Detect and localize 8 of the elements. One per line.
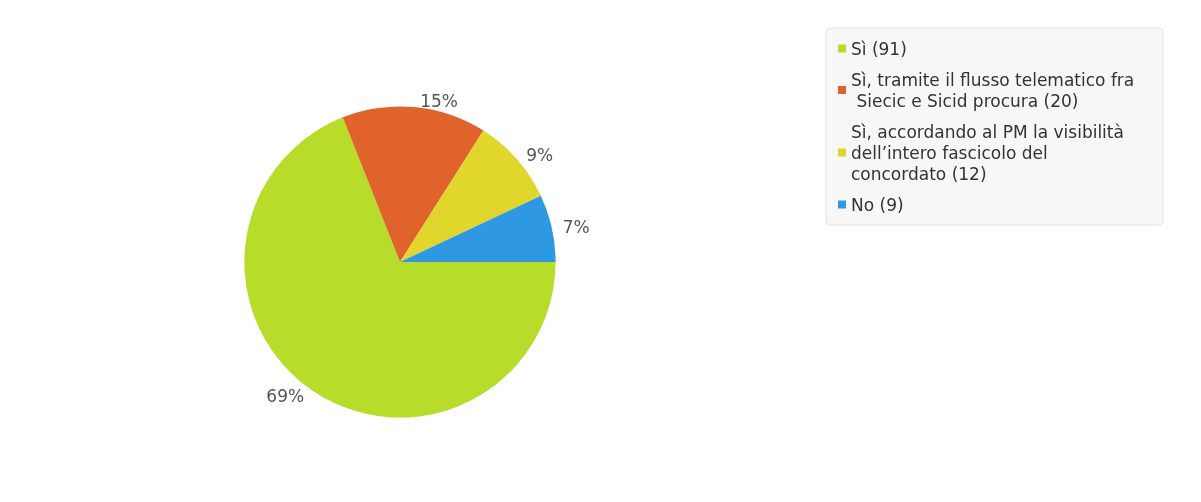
legend-label: Sì, tramite il flusso telematico fra Siecic e Sicid procura (20) — [851, 69, 1135, 111]
legend-label: No (9) — [851, 194, 904, 215]
data-label: 69% — [266, 385, 305, 406]
data-label: 9% — [526, 145, 554, 166]
data-label: 15% — [420, 91, 459, 112]
data-label: 7% — [562, 216, 590, 237]
legend-label: Sì, accordando al PM la visibilità dell’intero fascicolo del concordato (12) — [851, 121, 1130, 184]
legend-label: Sì (91) — [851, 38, 907, 59]
